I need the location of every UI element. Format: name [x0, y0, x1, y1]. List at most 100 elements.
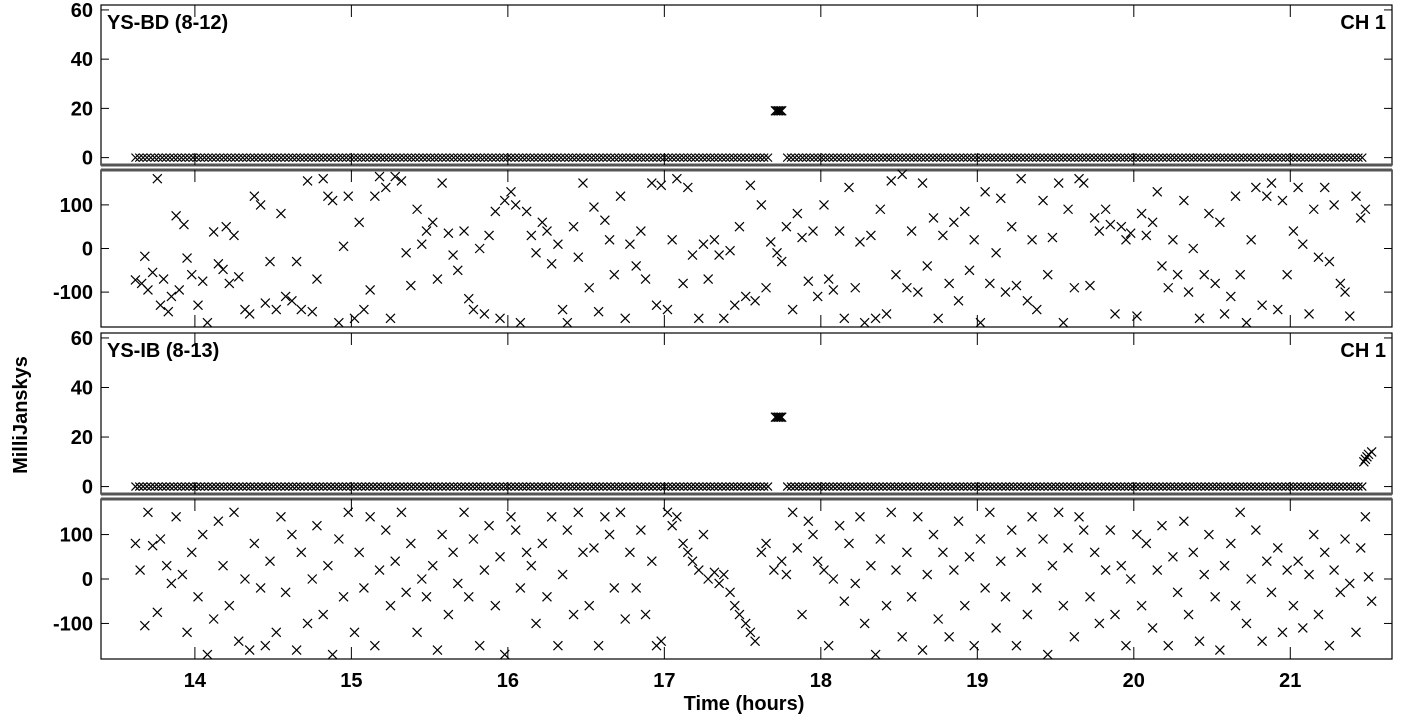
amplitude-point [410, 482, 420, 491]
phase-point [933, 313, 944, 324]
phase-point [174, 285, 185, 295]
channel-label: CH 1 [1340, 340, 1386, 362]
phase-point [318, 173, 329, 184]
amplitude-point [763, 153, 773, 163]
amplitude-point [1311, 153, 1321, 163]
amplitude-point [1043, 153, 1053, 163]
amplitude-point [1158, 482, 1168, 491]
phase-point [542, 226, 552, 236]
amplitude-point [445, 153, 455, 163]
phase-point [917, 645, 928, 656]
phase-point [1344, 578, 1355, 589]
amplitude-point [717, 153, 727, 163]
amplitude-point [292, 153, 301, 163]
phase-point [1157, 261, 1167, 271]
amplitude-point [1215, 482, 1225, 491]
amplitude-point [874, 482, 884, 491]
amplitude-point [472, 482, 482, 491]
phase-point [792, 542, 803, 553]
phase-point [484, 230, 495, 241]
amplitude-point [456, 482, 466, 491]
amplitude-point [1231, 153, 1241, 163]
phase-series [130, 507, 1377, 660]
amplitude-point [399, 153, 409, 163]
amplitude-point [1258, 153, 1268, 163]
amplitude-point [502, 482, 512, 491]
phase-point [1188, 547, 1199, 558]
phase-point [671, 511, 682, 522]
phase-point [459, 507, 469, 518]
amplitude-point [518, 482, 528, 491]
amplitude-point [652, 482, 662, 491]
amplitude-point [234, 482, 244, 491]
phase-point [1319, 547, 1330, 558]
phase-point [693, 313, 704, 324]
amplitude-point [717, 482, 727, 491]
phase-point [651, 300, 662, 311]
phase-point [1058, 317, 1069, 328]
amplitude-point [610, 482, 620, 491]
phase-point [933, 614, 944, 624]
phase-point [322, 560, 333, 571]
amplitude-point [1296, 153, 1306, 163]
amplitude-point [1104, 482, 1114, 491]
amplitude-point [1131, 482, 1141, 491]
phase-point [1188, 243, 1199, 254]
amplitude-point [855, 482, 865, 491]
amplitude-point [698, 482, 708, 491]
amplitude-point [939, 482, 949, 491]
phase-point [147, 540, 158, 551]
amplitude-point [828, 482, 838, 491]
phase-point [1340, 287, 1350, 298]
amplitude-point [1254, 482, 1264, 491]
phase-point [416, 239, 427, 250]
phase-point [855, 237, 865, 247]
amplitude-point [951, 153, 961, 163]
phase-point [1006, 221, 1017, 232]
amplitude-point [817, 153, 827, 163]
amplitude-point [1008, 482, 1018, 491]
amplitude-point [326, 153, 336, 163]
phase-point [1172, 587, 1183, 598]
phase-point [286, 295, 297, 306]
amplitude-point [851, 482, 861, 491]
phase-point [1219, 308, 1230, 319]
amplitude-point [1189, 153, 1199, 163]
amplitude-point [395, 153, 405, 163]
amplitude-point [1212, 482, 1222, 491]
amplitude-point [1043, 482, 1053, 491]
amplitude-point [1300, 482, 1310, 491]
phase-point [1163, 640, 1174, 651]
amplitude-point [671, 482, 681, 491]
amplitude-point [587, 153, 597, 163]
phase-point [667, 520, 678, 531]
amplitude-point [299, 482, 309, 491]
amplitude-point [230, 482, 240, 491]
phase-point [369, 640, 380, 651]
amplitude-point [648, 153, 658, 163]
phase-point [922, 569, 933, 580]
amplitude-point [272, 482, 282, 491]
amplitude-point [426, 482, 436, 491]
amplitude-point [686, 153, 696, 163]
phase-point [698, 239, 709, 250]
phase-point [928, 529, 939, 540]
amplitude-point [656, 153, 666, 163]
amplitude-point [1177, 153, 1187, 163]
phase-point [302, 175, 313, 186]
amplitude-point [1308, 153, 1317, 163]
phase-point [463, 293, 474, 304]
amplitude-point [798, 153, 807, 163]
phase-point [584, 282, 595, 293]
amplitude-point [974, 482, 984, 491]
phase-point [959, 600, 970, 611]
phase-point [844, 538, 854, 549]
phase-point [703, 274, 714, 284]
amplitude-point [859, 482, 869, 491]
phase-point [1266, 587, 1277, 598]
phase-point [698, 529, 709, 540]
phase-point [1011, 640, 1022, 651]
amplitude-point [353, 153, 363, 163]
phase-point [1266, 178, 1277, 189]
amplitude-point [491, 153, 501, 163]
